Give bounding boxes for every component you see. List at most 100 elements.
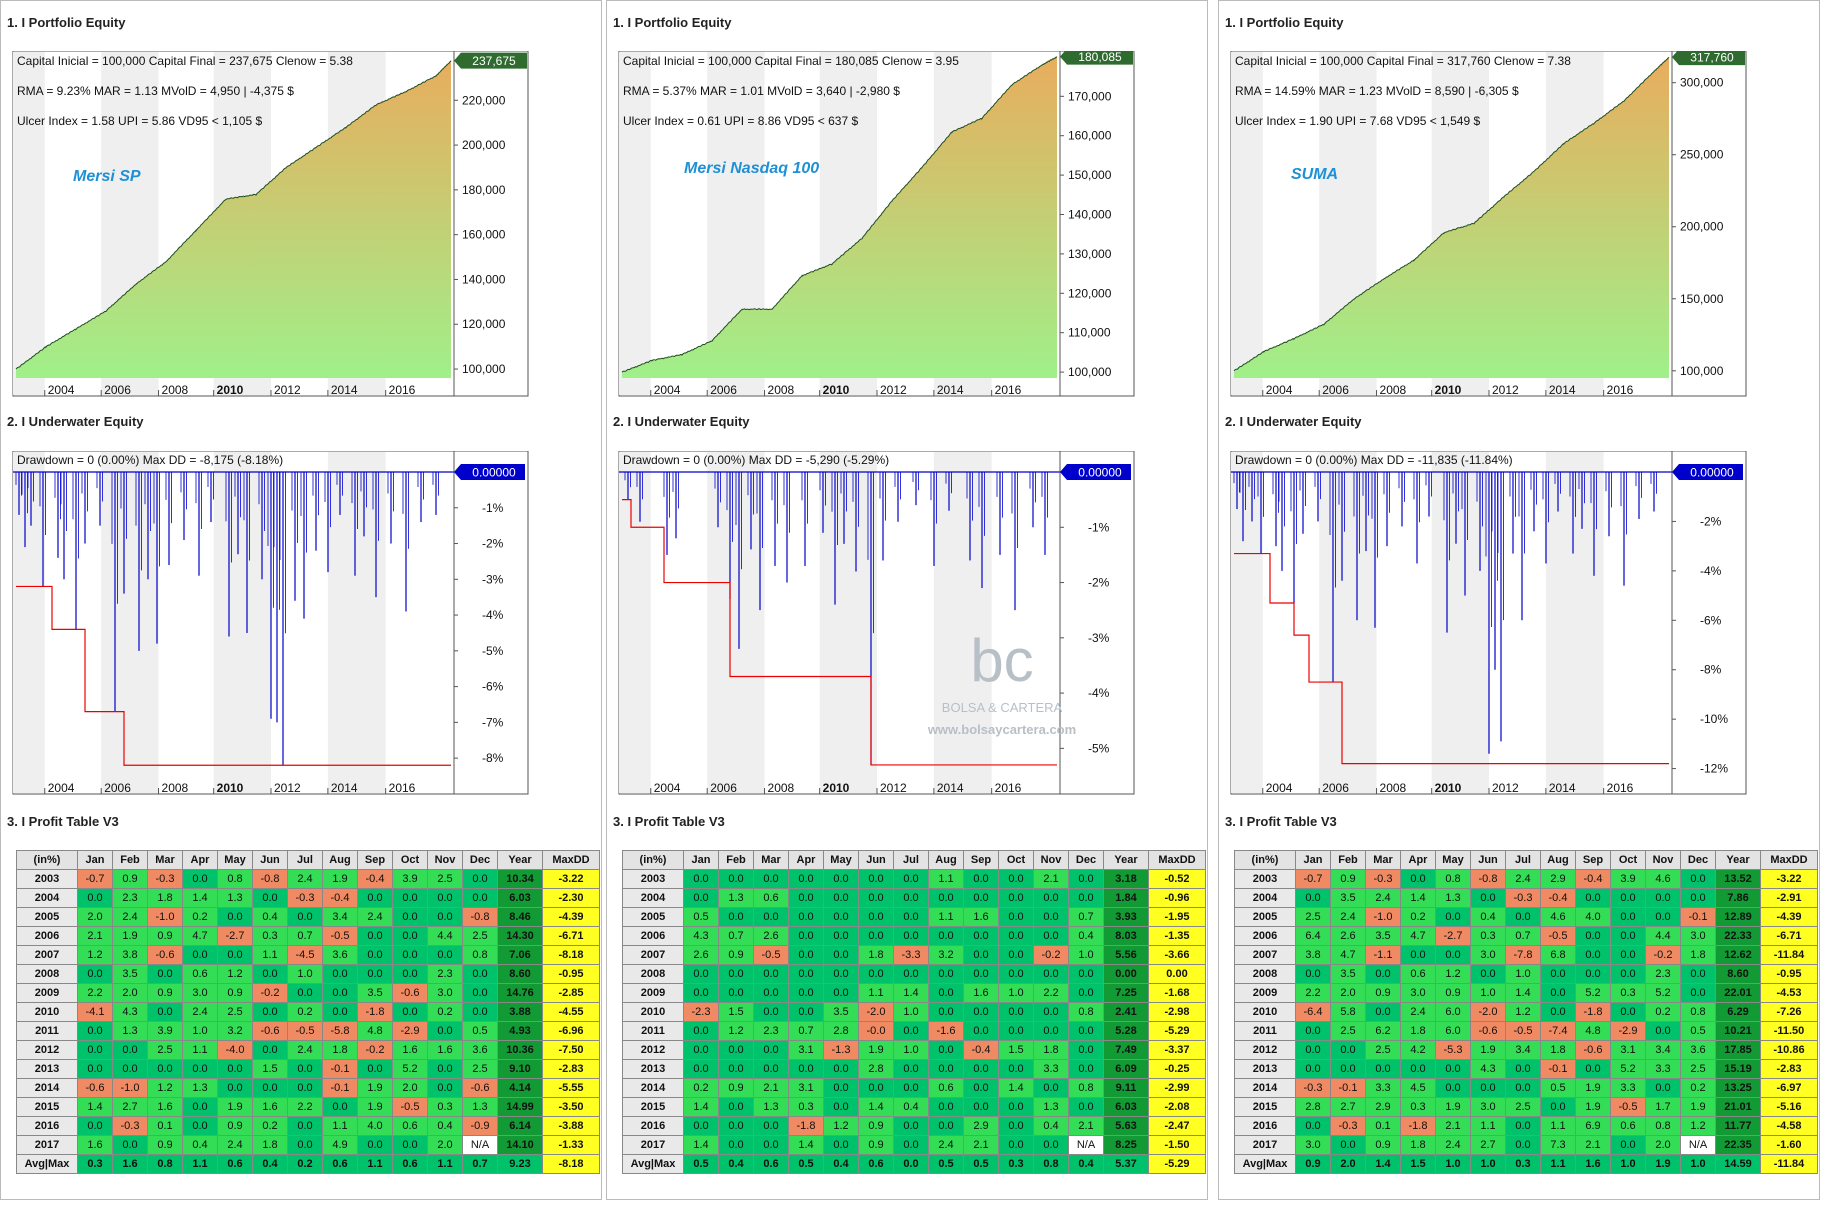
month-cell: 0.0 [998, 1002, 1034, 1022]
month-cell: 0.0 [287, 1116, 323, 1136]
y-tick-label: -4% [1088, 686, 1110, 700]
month-cell: 1.9 [112, 926, 148, 946]
month-cell: 0.9 [718, 1078, 754, 1098]
table-row: 2014 -0.3 -0.1 3.3 4.5 0.0 0.0 0.0 0.5 1.9 3.3 0.0 0… [1234, 1078, 1818, 1098]
month-cell: 0.6 [1610, 1116, 1646, 1136]
month-cell: 2.9 [1540, 869, 1576, 889]
month-cell: 0.0 [112, 1135, 148, 1155]
month-cell: 1.6 [77, 1135, 113, 1155]
month-cell: 3.5 [1330, 964, 1366, 984]
month-cell: 0.0 [718, 1097, 754, 1117]
table-avg-row: Avg|Max 0.9 2.0 1.4 1.5 1.0 1.0 0.3 1.1 1.6 1.0 1.9… [1234, 1154, 1818, 1174]
equity-stats-line: Ulcer Index = 0.61 UPI = 8.86 VD95 < 637… [623, 114, 858, 128]
equity-line [15, 60, 452, 370]
y-tick-label: -10% [1700, 712, 1728, 726]
x-tick-label: 2014 [1549, 781, 1576, 795]
month-cell: 0.0 [1680, 869, 1716, 889]
x-tick-label: 2004 [1266, 383, 1293, 397]
y-tick-label: -3% [482, 572, 504, 586]
x-tick-label: 2010 [217, 383, 244, 397]
year-cell: 2007 [16, 945, 78, 965]
year-total-cell: 7.06 [497, 945, 543, 965]
year-cell: 2005 [622, 907, 684, 927]
year-cell: 2015 [622, 1097, 684, 1117]
month-cell: 1.4 [1505, 983, 1541, 1003]
month-cell: 0.0 [1505, 1059, 1541, 1079]
month-cell: 0.0 [963, 1097, 999, 1117]
month-cell: 1.4 [858, 1097, 894, 1117]
table-header-cell: Jan [1295, 850, 1331, 870]
profit-table: (in%) Jan Feb Mar Apr May Jun Jul Aug Sep Oct Nov De… [16, 850, 600, 1174]
month-cell: 3.6 [322, 945, 358, 965]
month-cell: 0.0 [1610, 945, 1646, 965]
chart-band [13, 52, 45, 395]
month-cell: 2.6 [1330, 926, 1366, 946]
maxdd-cell: -2.99 [1148, 1078, 1206, 1098]
year-total-cell: 1.84 [1103, 888, 1149, 908]
maxdd-cell: -2.30 [542, 888, 600, 908]
month-cell: 0.0 [1033, 1021, 1069, 1041]
table-row: 2003 -0.7 0.9 -0.3 0.0 0.8 -0.8 2.4 1.9 -0.4 3.9 2.… [16, 869, 600, 889]
month-cell: 0.0 [858, 888, 894, 908]
equity-stats-line: Ulcer Index = 1.90 UPI = 7.68 VD95 < 1,5… [1235, 114, 1480, 128]
table-row: 2005 2.5 2.4 -1.0 0.2 0.0 0.4 0.0 4.6 4.0 0.0 0.0 -0… [1234, 907, 1818, 927]
month-cell: 3.8 [112, 945, 148, 965]
table-row: 2007 2.6 0.9 -0.5 0.0 0.0 1.8 -3.3 3.2 0.0 0.0 -0.2… [622, 945, 1206, 965]
month-cell: 0.0 [858, 869, 894, 889]
month-cell: 0.0 [1610, 907, 1646, 927]
month-cell: 1.2 [77, 945, 113, 965]
month-cell: 0.9 [1365, 983, 1401, 1003]
month-cell: 0.0 [252, 888, 288, 908]
equity-line [621, 56, 1058, 373]
month-cell: 2.0 [427, 1135, 463, 1155]
maxdd-cell: -1.50 [1148, 1135, 1206, 1155]
month-cell: 0.0 [1068, 1097, 1104, 1117]
x-tick-label: 2006 [104, 383, 131, 397]
month-cell: 0.0 [427, 907, 463, 927]
chart-band [933, 452, 992, 793]
maxdd-cell: -3.22 [542, 869, 600, 889]
month-cell: 0.0 [287, 1059, 323, 1079]
month-cell: 0.0 [683, 1021, 719, 1041]
x-tick-label: 2006 [710, 383, 737, 397]
maxdd-cell: -2.85 [542, 983, 600, 1003]
month-cell: 0.2 [683, 1078, 719, 1098]
year-cell: 2016 [1234, 1116, 1296, 1136]
month-cell: 7.3 [1540, 1135, 1576, 1155]
month-cell: 0.1 [1365, 1116, 1401, 1136]
chart-band [619, 52, 651, 395]
month-cell: 1.9 [1575, 1097, 1611, 1117]
month-cell: 0.6 [1400, 964, 1436, 984]
month-cell: 0.0 [462, 964, 498, 984]
month-cell: 0.0 [823, 869, 859, 889]
table-row: 2010 -4.1 4.3 0.0 2.4 2.5 0.0 0.2 0.0 -1.8 0.0 0.2 0… [16, 1002, 600, 1022]
month-cell: 0.0 [858, 907, 894, 927]
month-cell: 1.3 [217, 888, 253, 908]
month-cell: 0.0 [928, 964, 964, 984]
month-cell: 0.0 [963, 888, 999, 908]
month-cell: 0.9 [1330, 869, 1366, 889]
month-cell: 1.0 [1470, 983, 1506, 1003]
table-header-cell: Jan [683, 850, 719, 870]
month-cell: 2.3 [112, 888, 148, 908]
maxdd-cell: -2.83 [1760, 1059, 1818, 1079]
month-cell: 4.7 [1400, 926, 1436, 946]
month-cell: 0.0 [287, 907, 323, 927]
month-cell: 0.8 [1068, 1002, 1104, 1022]
month-cell: 3.2 [928, 945, 964, 965]
month-cell: 2.2 [77, 983, 113, 1003]
y-tick-label: 220,000 [462, 93, 506, 107]
month-cell: -0.5 [753, 945, 789, 965]
month-cell: 0.0 [1033, 1135, 1069, 1155]
x-tick-label: 2016 [995, 781, 1022, 795]
month-cell: 0.5 [462, 1021, 498, 1041]
year-cell: 2015 [1234, 1097, 1296, 1117]
month-cell: 0.0 [998, 1116, 1034, 1136]
month-cell: 2.4 [287, 1040, 323, 1060]
month-cell: 2.4 [1435, 1135, 1471, 1155]
month-cell: 1.9 [217, 1097, 253, 1117]
month-cell: 0.0 [462, 869, 498, 889]
year-total-cell: 14.30 [497, 926, 543, 946]
year-cell: 2014 [1234, 1078, 1296, 1098]
month-cell: -0.2 [357, 1040, 393, 1060]
